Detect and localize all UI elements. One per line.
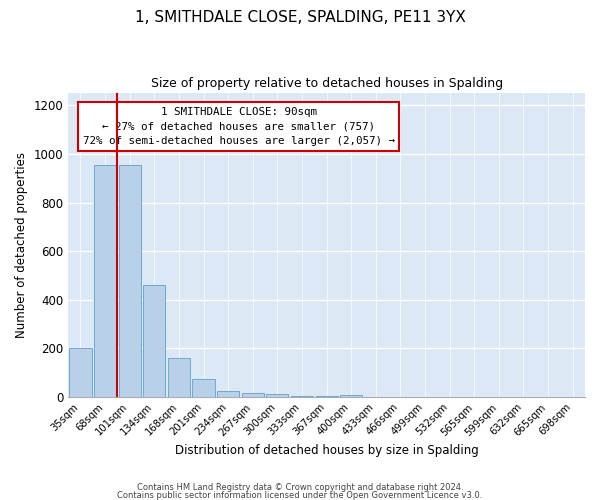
Bar: [266, 394, 289, 397]
Text: 1, SMITHDALE CLOSE, SPALDING, PE11 3YX: 1, SMITHDALE CLOSE, SPALDING, PE11 3YX: [134, 10, 466, 25]
Bar: [119, 165, 141, 397]
Text: Contains public sector information licensed under the Open Government Licence v3: Contains public sector information licen…: [118, 490, 482, 500]
Bar: [193, 379, 215, 397]
Bar: [168, 358, 190, 397]
Y-axis label: Number of detached properties: Number of detached properties: [15, 152, 28, 338]
Bar: [316, 396, 338, 397]
Title: Size of property relative to detached houses in Spalding: Size of property relative to detached ho…: [151, 78, 503, 90]
Bar: [94, 165, 116, 397]
Bar: [70, 348, 92, 397]
Text: Contains HM Land Registry data © Crown copyright and database right 2024.: Contains HM Land Registry data © Crown c…: [137, 484, 463, 492]
Bar: [143, 285, 166, 397]
Text: 1 SMITHDALE CLOSE: 90sqm
← 27% of detached houses are smaller (757)
72% of semi-: 1 SMITHDALE CLOSE: 90sqm ← 27% of detach…: [83, 106, 395, 146]
X-axis label: Distribution of detached houses by size in Spalding: Distribution of detached houses by size …: [175, 444, 478, 458]
Bar: [291, 396, 313, 397]
Bar: [217, 390, 239, 397]
Bar: [242, 394, 264, 397]
Bar: [340, 394, 362, 397]
